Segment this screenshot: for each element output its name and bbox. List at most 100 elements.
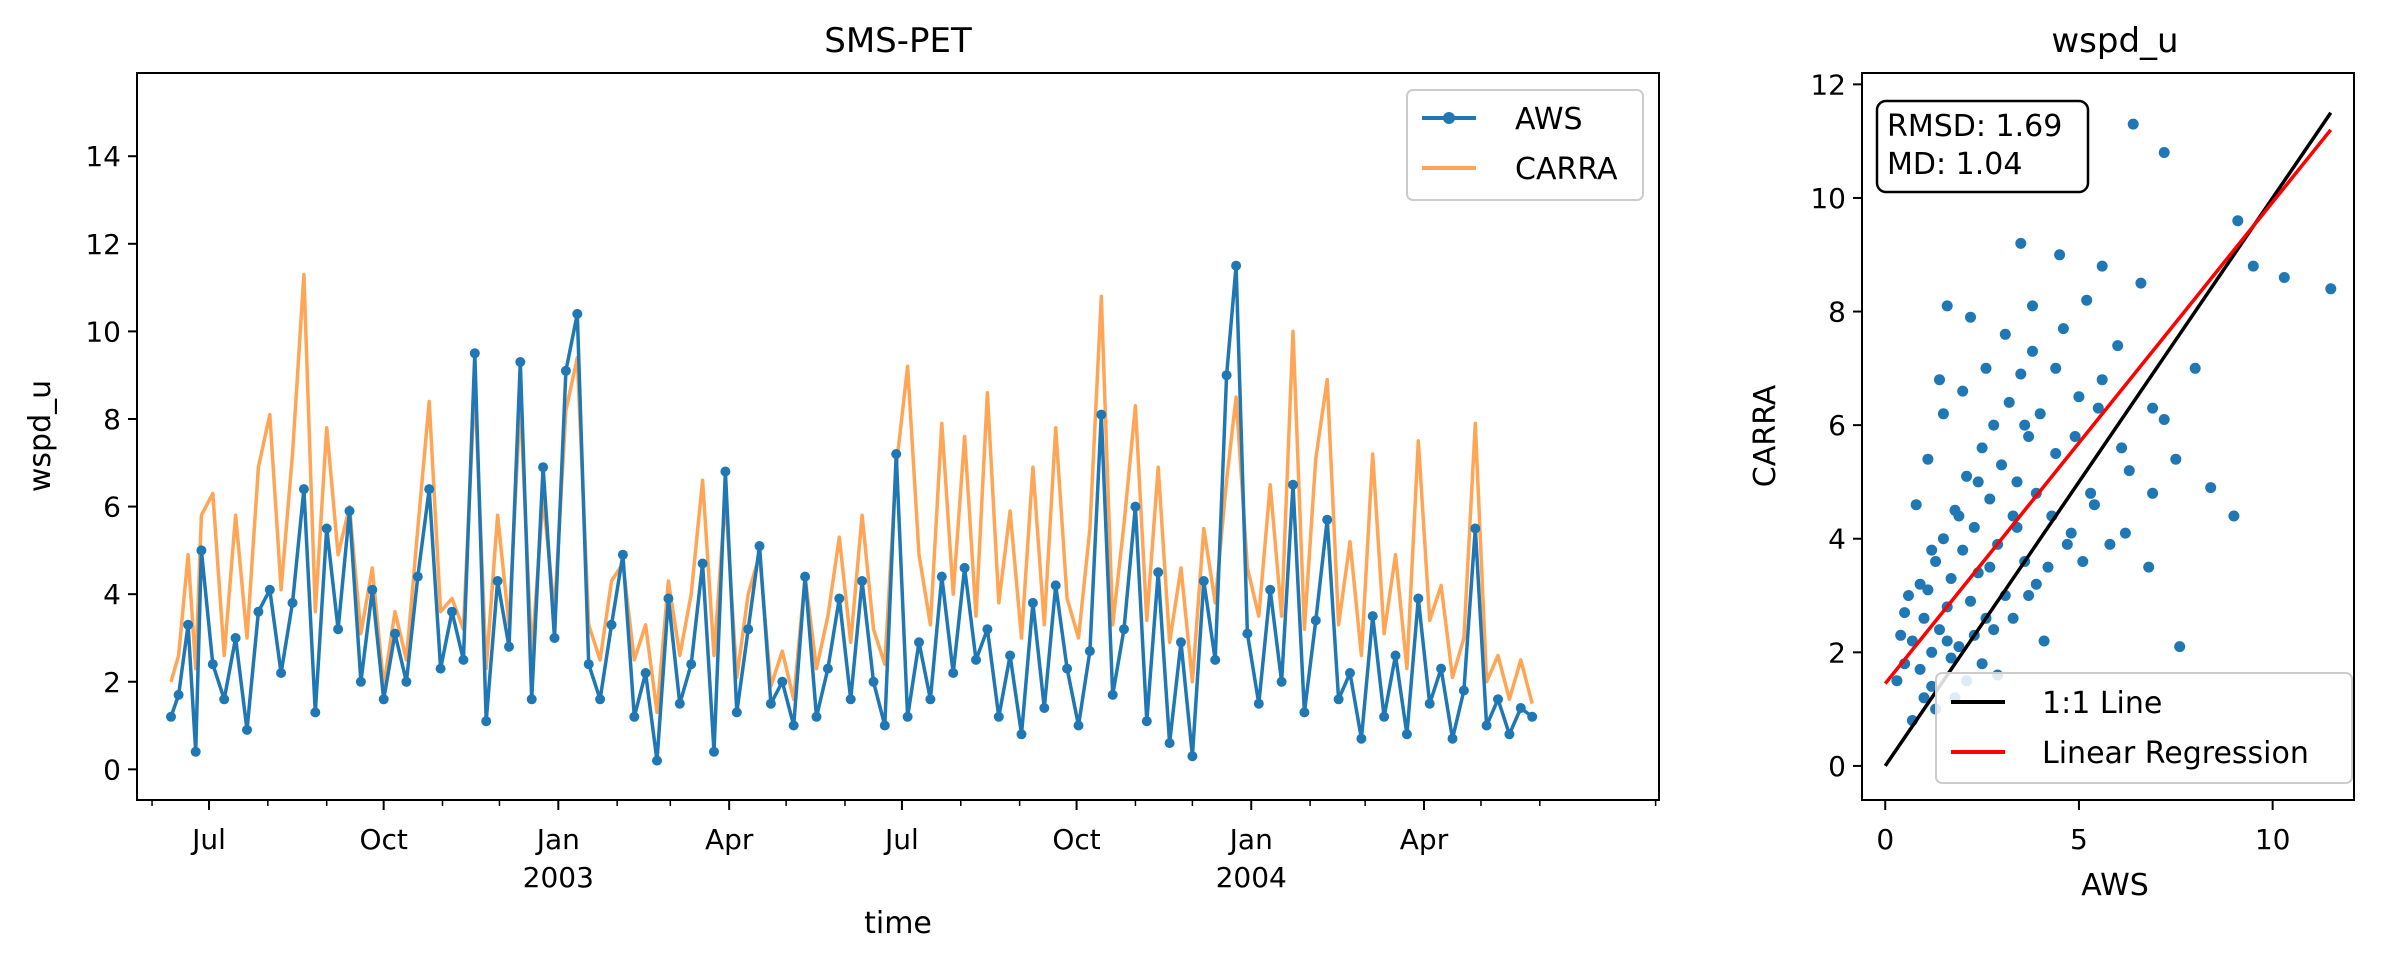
scatter-point xyxy=(2088,499,2100,511)
aws-data-point xyxy=(822,663,833,674)
aws-data-point xyxy=(469,348,480,359)
scatter-point xyxy=(2123,465,2135,477)
y-tick-label: 12 xyxy=(1810,68,1846,101)
aws-data-point xyxy=(1141,716,1152,727)
x-tick-label: Jan xyxy=(1228,823,1273,856)
scatter-point xyxy=(2077,556,2089,567)
aws-data-point xyxy=(183,619,194,630)
x-tick-label: Oct xyxy=(1052,823,1100,856)
scatter-point xyxy=(1914,663,1926,675)
aws-data-point xyxy=(492,576,503,586)
aws-data-point xyxy=(1198,576,1209,586)
aws-data-point xyxy=(1436,663,1447,674)
scatter-point xyxy=(1941,635,1953,647)
aws-data-point xyxy=(447,606,457,617)
aws-data-point xyxy=(190,746,201,757)
x-tick-label: Jan xyxy=(535,823,580,856)
aws-data-point xyxy=(959,562,970,573)
timeseries-series xyxy=(166,260,1538,766)
scatter-point xyxy=(1918,692,1930,704)
legend-aws-label: AWS xyxy=(1515,102,1583,137)
y-tick-label: 0 xyxy=(103,753,121,786)
aws-data-point xyxy=(743,624,754,635)
aws-data-point xyxy=(754,541,765,551)
scatter-points xyxy=(1891,118,2337,726)
scatter-point xyxy=(2127,118,2139,130)
scatter-point xyxy=(2278,272,2290,283)
y-tick-label: 12 xyxy=(85,228,121,261)
md-text: MD: 1.04 xyxy=(1887,147,2022,182)
scatter-point xyxy=(2027,300,2038,312)
scatter-point xyxy=(1968,521,1980,533)
aws-data-point xyxy=(1027,597,1038,608)
scatter-point xyxy=(1957,544,1969,556)
y-tick-label: 10 xyxy=(85,315,121,348)
aws-data-point xyxy=(1119,624,1129,635)
aws-data-point xyxy=(207,659,218,670)
aws-data-point xyxy=(276,668,287,678)
scatter-point xyxy=(1953,510,1965,522)
aws-data-point xyxy=(1096,409,1107,420)
aws-data-point xyxy=(1242,628,1253,639)
aws-data-point xyxy=(902,711,913,722)
scatter-point xyxy=(1945,573,1957,584)
scatter-point xyxy=(2030,578,2042,590)
scatter-point xyxy=(2092,402,2104,414)
aws-data-point xyxy=(629,711,640,722)
timeseries-x-ticks: Jul Oct Jan 2003 Apr Jul Oct Jan 2004 Apr xyxy=(151,800,1657,894)
scatter-point xyxy=(2247,260,2259,272)
scatter-point xyxy=(1972,476,1984,488)
scatter-point xyxy=(1914,578,1926,590)
aws-data-point xyxy=(845,694,856,705)
aws-data-point xyxy=(219,694,230,705)
aws-data-point xyxy=(390,628,400,639)
scatter-point xyxy=(2034,408,2046,420)
x-tick-year-label: 2004 xyxy=(1216,861,1287,894)
scatter-point xyxy=(1918,612,1930,624)
aws-data-point xyxy=(617,549,628,560)
aws-data-point xyxy=(1413,593,1424,604)
scatter-point xyxy=(2147,487,2159,499)
aws-data-point xyxy=(925,694,936,705)
scatter-point xyxy=(1965,595,1976,607)
aws-data-point xyxy=(1504,729,1515,740)
aws-data-point xyxy=(1458,685,1469,696)
legend-aws-marker xyxy=(1443,112,1455,124)
scatter-panel: wspd_u 0 2 4 6 8 10 12 0 5 10 AWS CARRA RMSD: 1.… xyxy=(1748,21,2355,903)
aws-data-point xyxy=(1107,689,1118,700)
scatter-point xyxy=(1980,362,1992,374)
scatter-point xyxy=(2057,323,2069,335)
scatter-point xyxy=(2050,448,2062,459)
scatter-point xyxy=(2038,635,2050,647)
aws-data-point xyxy=(435,663,446,674)
aws-data-point xyxy=(298,484,309,495)
scatter-point xyxy=(2112,340,2124,352)
aws-data-point xyxy=(1005,650,1016,661)
y-tick-label: 2 xyxy=(1828,636,1846,669)
aws-series-line xyxy=(169,263,1534,763)
scatter-point xyxy=(2135,277,2147,289)
aws-data-point xyxy=(1062,663,1073,674)
rmsd-text: RMSD: 1.69 xyxy=(1887,109,2062,144)
aws-data-point xyxy=(1073,720,1084,731)
scatter-point xyxy=(2174,641,2186,653)
scatter-point xyxy=(2061,538,2073,550)
aws-data-point xyxy=(1276,676,1287,687)
aws-data-point xyxy=(367,584,378,595)
aws-data-point xyxy=(196,545,207,556)
y-tick-label: 4 xyxy=(103,578,121,611)
aws-data-point xyxy=(857,576,868,586)
aws-data-point xyxy=(549,633,560,643)
scatter-point xyxy=(1926,544,1938,556)
scatter-point xyxy=(2232,215,2244,227)
aws-data-point xyxy=(914,637,924,648)
aws-data-point xyxy=(538,462,549,473)
y-tick-label: 8 xyxy=(103,403,121,436)
aws-data-point xyxy=(321,523,332,534)
x-tick-label: 5 xyxy=(2070,823,2088,856)
scatter-point xyxy=(2054,249,2066,261)
legend-one-to-one-label: 1:1 Line xyxy=(2042,686,2162,721)
aws-data-point xyxy=(1187,751,1198,762)
aws-data-point xyxy=(424,484,435,495)
aws-data-point xyxy=(1481,720,1492,731)
